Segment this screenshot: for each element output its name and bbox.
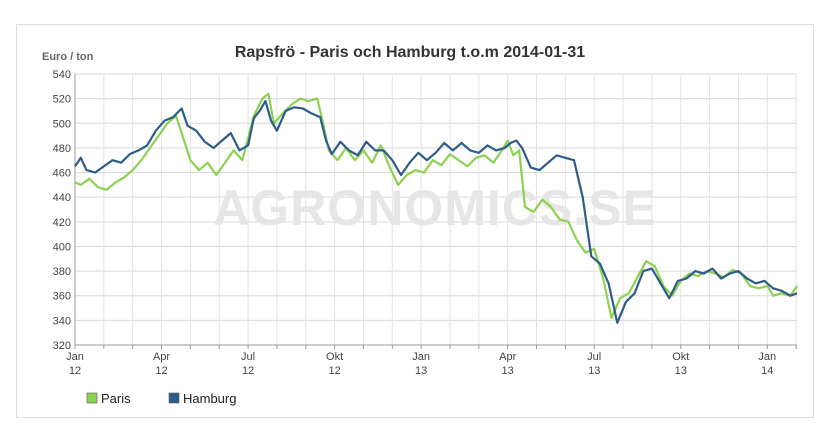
legend-label: Paris bbox=[101, 391, 131, 406]
x-tick-label-month: Okt bbox=[672, 351, 689, 363]
x-tick-label-month: Jul bbox=[241, 351, 255, 363]
y-tick-label: 520 bbox=[53, 94, 71, 106]
x-tick-label-year: 12 bbox=[242, 365, 254, 377]
x-tick-label-year: 13 bbox=[675, 365, 687, 377]
chart-title: Rapsfrö - Paris och Hamburg t.o.m 2014-0… bbox=[235, 44, 585, 61]
y-tick-label: 380 bbox=[53, 266, 71, 278]
chart: Rapsfrö - Paris och Hamburg t.o.m 2014-0… bbox=[42, 44, 798, 406]
legend-item-paris[interactable]: Paris bbox=[86, 391, 131, 406]
watermark: AGRONOMICS.SE bbox=[213, 180, 657, 236]
y-axis-label: Euro / ton bbox=[42, 51, 94, 63]
x-tick-label-year: 12 bbox=[69, 365, 81, 377]
x-tick-label-month: Jan bbox=[412, 351, 430, 363]
legend-swatch bbox=[168, 392, 180, 404]
legend-label: Hamburg bbox=[183, 391, 236, 406]
x-tick-label-year: 12 bbox=[155, 365, 167, 377]
y-tick-label: 500 bbox=[53, 118, 71, 130]
legend-swatch bbox=[86, 392, 98, 404]
y-tick-label: 460 bbox=[53, 168, 71, 180]
y-tick-label: 420 bbox=[53, 217, 71, 229]
series-line-paris bbox=[74, 92, 798, 319]
legend: Paris Hamburg bbox=[86, 391, 236, 406]
x-tick-label-month: Okt bbox=[326, 351, 343, 363]
x-tick-label-month: Jul bbox=[587, 351, 601, 363]
y-tick-label: 400 bbox=[53, 241, 71, 253]
x-tick-label-month: Apr bbox=[153, 351, 170, 363]
y-tick-label: 440 bbox=[53, 192, 71, 204]
x-tick-label-year: 13 bbox=[502, 365, 514, 377]
legend-item-hamburg[interactable]: Hamburg bbox=[168, 391, 236, 406]
plot-border bbox=[74, 74, 797, 349]
x-tick-label-month: Apr bbox=[499, 351, 516, 363]
x-tick-label-year: 13 bbox=[588, 365, 600, 377]
x-tick-label-year: 14 bbox=[761, 365, 773, 377]
series-line-hamburg bbox=[74, 100, 798, 324]
x-tick-label-year: 12 bbox=[328, 365, 340, 377]
x-tick-labels: Jan 12 Apr 12 Jul 12 Okt 12 Jan 13 Apr 13 Jul 13 Okt 13… bbox=[66, 351, 776, 377]
y-tick-label: 340 bbox=[53, 315, 71, 327]
x-tick-label-year: 13 bbox=[415, 365, 427, 377]
y-tick-labels: 320 340 360 380 400 420 440 460 480 500 520 540 bbox=[53, 69, 71, 352]
chart-panel: Rapsfrö - Paris och Hamburg t.o.m 2014-0… bbox=[16, 24, 814, 418]
y-tick-label: 540 bbox=[53, 69, 71, 81]
y-tick-label: 360 bbox=[53, 291, 71, 303]
y-tick-label: 480 bbox=[53, 143, 71, 155]
y-tick-label: 320 bbox=[53, 340, 71, 352]
x-tick-label-month: Jan bbox=[66, 351, 84, 363]
series-layer bbox=[74, 92, 798, 324]
x-tick-label-month: Jan bbox=[758, 351, 776, 363]
